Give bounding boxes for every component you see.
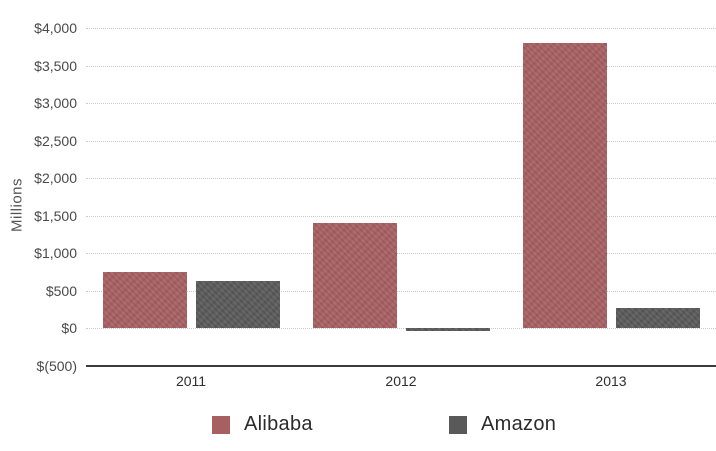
legend-label-amazon: Amazon	[481, 413, 557, 435]
y-tick-label-4000: $4,000	[34, 20, 77, 36]
alibaba-color-swatch	[212, 415, 230, 434]
y-tick-label-0: $0	[61, 320, 77, 336]
y-tick-label-3500: $3,500	[34, 57, 77, 74]
gridline-0	[86, 328, 716, 329]
bar-amazon-2012	[405, 328, 490, 331]
gridline-2000	[86, 178, 716, 179]
x-tick-label-2012: 2012	[385, 372, 417, 389]
legend-item-amazon: Amazon	[449, 413, 556, 436]
gridline-1500	[86, 215, 716, 217]
y-tick-label-2500: $2,500	[34, 132, 77, 149]
y-tick-label-500: $500	[45, 282, 77, 299]
legend: Alibaba Amazon	[0, 413, 716, 437]
bar-alibaba-2012	[312, 223, 397, 328]
x-tick-label-2013: 2013	[595, 372, 627, 389]
legend-item-alibaba: Alibaba	[212, 413, 313, 436]
bar-alibaba-2011	[102, 271, 187, 328]
bar-amazon-2013	[615, 307, 700, 328]
x-tick-label-2011: 2011	[175, 372, 207, 389]
y-axis-title: Millions	[8, 177, 26, 233]
gridline-2500	[86, 140, 716, 142]
y-tick-label-1500: $1,500	[34, 207, 77, 224]
amazon-color-swatch	[449, 415, 467, 434]
x-axis-baseline	[86, 365, 716, 367]
gridline-3000	[86, 103, 716, 104]
gridline-500	[86, 290, 716, 292]
y-tick-label-2000: $2,000	[34, 170, 77, 186]
y-tick-label-3000: $3,000	[34, 95, 77, 111]
legend-label-alibaba: Alibaba	[244, 413, 313, 435]
bar-alibaba-2013	[522, 43, 607, 328]
bar-amazon-2011	[195, 280, 280, 328]
y-tick-label-1000: $1,000	[34, 245, 77, 261]
gridline-1000	[86, 253, 716, 254]
y-tick-label--500: $(500)	[36, 357, 77, 374]
gridline-3500	[86, 65, 716, 67]
gridline-4000	[86, 28, 716, 29]
